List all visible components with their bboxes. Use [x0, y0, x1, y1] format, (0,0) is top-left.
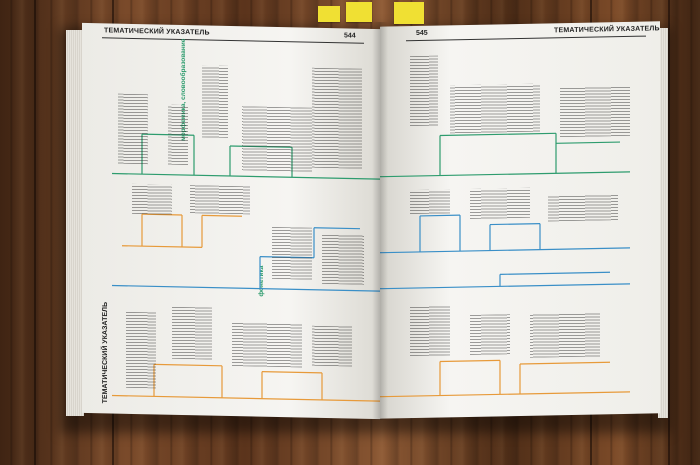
text-entries [202, 65, 228, 138]
text-entries [118, 93, 148, 165]
text-entries [126, 311, 156, 389]
text-entries [410, 305, 450, 357]
text-entries [272, 226, 312, 280]
text-entries [470, 314, 510, 355]
wood-seam [668, 0, 670, 465]
left-page: ТЕМАТИЧЕСКИЙ УКАЗАТЕЛЬ 544 ТЕМАТИЧЕСКИЙ … [82, 22, 380, 420]
text-entries [172, 306, 212, 360]
text-entries [312, 67, 362, 169]
text-entries [322, 233, 364, 285]
text-entries [560, 85, 630, 138]
right-tree-diagram [380, 132, 630, 398]
wood-seam [34, 0, 36, 465]
yellow-tab [346, 2, 372, 22]
text-entries [410, 189, 450, 215]
yellow-tab [394, 2, 424, 24]
right-page-edges [658, 28, 668, 418]
book-gutter [372, 22, 388, 420]
text-entries [410, 55, 438, 127]
yellow-tab [318, 6, 340, 22]
text-entries [132, 183, 172, 215]
text-entries [548, 194, 618, 222]
text-entries [530, 312, 600, 358]
text-entries [232, 322, 302, 368]
text-entries [190, 185, 250, 215]
text-entries [470, 187, 530, 219]
left-page-edges [66, 30, 84, 416]
text-entries [450, 83, 540, 134]
text-entries [168, 104, 188, 166]
text-entries [312, 325, 352, 367]
right-page: 545 ТЕМАТИЧЕСКИЙ УКАЗАТЕЛЬ [380, 21, 660, 419]
text-entries [242, 106, 312, 172]
left-tree-diagram [112, 133, 380, 402]
